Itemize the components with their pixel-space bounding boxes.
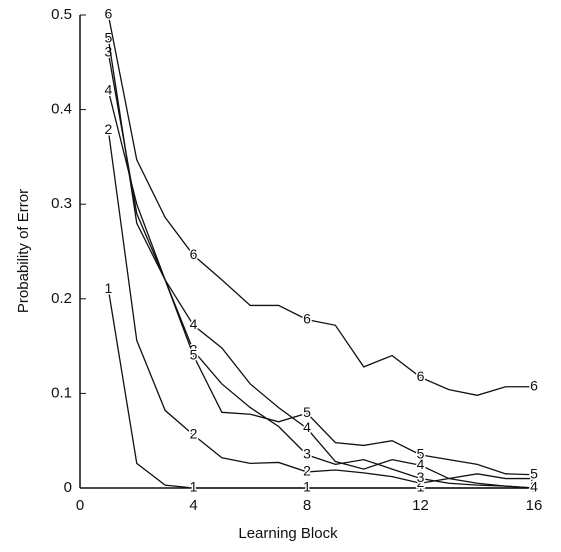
series-marker: 3	[530, 479, 538, 495]
x-tick-label: 16	[526, 497, 543, 514]
series-marker: 1	[104, 280, 112, 296]
series-marker: 6	[303, 310, 311, 326]
series-line	[107, 38, 535, 476]
series-marker: 4	[530, 479, 538, 495]
series-marker: 6	[417, 368, 425, 384]
series-marker: 3	[417, 469, 425, 485]
y-tick-label: 0.2	[51, 290, 72, 307]
series-line	[107, 90, 535, 489]
y-axis-title: Probability of Error	[15, 189, 32, 313]
series-marker: 1	[417, 479, 425, 495]
series-marker: 4	[417, 456, 425, 472]
series-marker: 4	[303, 419, 311, 435]
series-marker: 3	[190, 342, 198, 358]
series-marker: 1	[190, 479, 198, 495]
series-marker: 6	[104, 6, 112, 22]
series-marker: 5	[303, 404, 311, 420]
y-tick-label: 0.1	[51, 384, 72, 401]
series-marker: 2	[190, 426, 198, 442]
series-marker: 5	[190, 346, 198, 362]
series-marker: 4	[190, 316, 198, 332]
series-marker: 5	[530, 465, 538, 481]
series-marker: 2	[303, 463, 311, 479]
series-marker: 6	[190, 246, 198, 262]
x-axis-title: Learning Block	[238, 525, 338, 542]
series-line	[107, 130, 534, 484]
series-marker: 3	[104, 44, 112, 60]
series-marker: 2	[530, 469, 538, 485]
x-tick-label: 12	[412, 497, 429, 514]
series-marker: 3	[303, 446, 311, 462]
x-tick-label: 0	[76, 497, 84, 514]
series-marker: 1	[303, 479, 311, 495]
series-line	[107, 52, 535, 489]
series-marker: 6	[530, 377, 538, 393]
y-tick-label: 0	[64, 479, 72, 496]
series-line	[107, 14, 534, 396]
series-line	[107, 289, 534, 489]
series-marker: 2	[104, 121, 112, 137]
x-tick-label: 8	[303, 497, 311, 514]
series-marker: 1	[530, 479, 538, 495]
series-marker: 2	[417, 474, 425, 490]
series-marker: 4	[104, 81, 112, 97]
y-tick-label: 0.5	[51, 6, 72, 23]
x-tick-label: 4	[189, 497, 197, 514]
series-marker: 5	[104, 29, 112, 45]
series-marker: 5	[417, 446, 425, 462]
y-tick-label: 0.4	[51, 101, 72, 118]
y-tick-label: 0.3	[51, 195, 72, 212]
